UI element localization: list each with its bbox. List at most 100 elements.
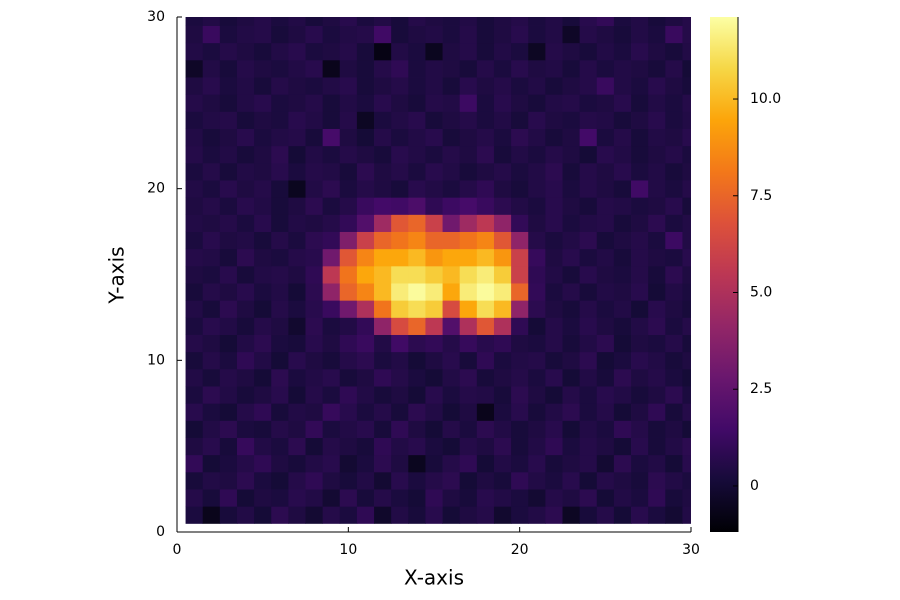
heatmap-cell — [219, 368, 238, 387]
heatmap-cell — [425, 265, 443, 284]
heatmap-cell — [493, 94, 512, 112]
heatmap-cell — [545, 128, 563, 147]
heatmap-cell — [271, 437, 289, 456]
heatmap-cell — [408, 506, 426, 524]
heatmap-cell — [579, 368, 598, 387]
x-tick-label: 20 — [511, 542, 529, 558]
heatmap-cell — [545, 471, 563, 490]
heatmap-cell — [271, 214, 289, 232]
heatmap-cell — [493, 77, 512, 95]
heatmap-cell — [442, 265, 461, 284]
heatmap-cell — [596, 300, 615, 318]
heatmap-cell — [493, 351, 512, 370]
heatmap-cell — [493, 197, 512, 215]
heatmap-cell — [236, 420, 255, 438]
heatmap-cell — [391, 42, 409, 61]
heatmap-cell — [374, 59, 392, 78]
heatmap-cell — [631, 25, 649, 44]
heatmap-cell — [339, 368, 358, 387]
heatmap-cell — [459, 77, 478, 95]
heatmap-cell — [425, 128, 443, 147]
heatmap-cell — [665, 180, 683, 198]
heatmap-cell — [374, 25, 392, 44]
heatmap-cell — [202, 214, 221, 232]
heatmap-cell — [562, 42, 581, 61]
heatmap-cell — [202, 17, 221, 26]
heatmap-cell — [648, 128, 666, 147]
heatmap-cell — [288, 368, 306, 387]
heatmap-cell — [425, 42, 443, 61]
heatmap-cell — [596, 317, 615, 335]
heatmap-cell — [682, 248, 691, 267]
heatmap-cell — [596, 368, 615, 387]
heatmap-cell — [596, 145, 615, 164]
heatmap-cell — [202, 317, 221, 335]
heatmap-cell — [322, 17, 341, 26]
heatmap-cell — [511, 471, 529, 490]
heatmap-cell — [339, 506, 358, 524]
heatmap-cell — [682, 403, 691, 421]
heatmap-cell — [425, 437, 443, 456]
heatmap-cell — [545, 231, 563, 250]
heatmap-cell — [288, 420, 306, 438]
heatmap-cell — [613, 471, 632, 490]
heatmap-cell — [665, 25, 683, 44]
heatmap-cell — [562, 300, 581, 318]
heatmap-cell — [202, 111, 221, 129]
heatmap-cell — [528, 59, 546, 78]
heatmap-cell — [356, 386, 375, 404]
heatmap-cell — [665, 317, 683, 335]
heatmap-cell — [322, 59, 341, 78]
heatmap-cell — [476, 386, 495, 404]
heatmap-cell — [356, 180, 375, 198]
heatmap-cell — [219, 489, 238, 507]
heatmap-cell — [356, 437, 375, 456]
heatmap-cell — [391, 283, 409, 301]
heatmap-cell — [236, 25, 255, 44]
heatmap-cell — [545, 351, 563, 370]
heatmap-cell — [459, 334, 478, 353]
heatmap-cell — [476, 111, 495, 129]
heatmap-cell — [493, 42, 512, 61]
heatmap-cell — [305, 368, 324, 387]
heatmap-cell — [459, 94, 478, 112]
heatmap-cell — [288, 25, 306, 44]
heatmap-cell — [562, 59, 581, 78]
colorbar-tick-label: 0 — [750, 478, 759, 494]
heatmap-cell — [459, 111, 478, 129]
heatmap-cell — [682, 180, 691, 198]
heatmap-cell — [682, 25, 691, 44]
heatmap-cell — [185, 489, 204, 507]
heatmap-cell — [305, 162, 324, 181]
heatmap-cell — [408, 59, 426, 78]
heatmap-cell — [579, 197, 598, 215]
heatmap-cell — [459, 248, 478, 267]
heatmap-cell — [202, 368, 221, 387]
heatmap-cell — [288, 317, 306, 335]
heatmap-cell — [185, 437, 204, 456]
heatmap-cell — [374, 420, 392, 438]
heatmap-cell — [425, 94, 443, 112]
heatmap-cell — [528, 25, 546, 44]
heatmap-cell — [648, 386, 666, 404]
x-tick-label: 0 — [173, 542, 182, 558]
heatmap-cell — [682, 59, 691, 78]
heatmap-cell — [511, 386, 529, 404]
heatmap-cell — [322, 180, 341, 198]
heatmap-cell — [648, 300, 666, 318]
heatmap-cell — [339, 128, 358, 147]
heatmap-cell — [374, 231, 392, 250]
heatmap-cell — [305, 386, 324, 404]
heatmap-cell — [305, 111, 324, 129]
heatmap-cell — [459, 471, 478, 490]
heatmap-cell — [254, 77, 272, 95]
heatmap-cell — [425, 300, 443, 318]
heatmap-cell — [579, 162, 598, 181]
heatmap-cell — [356, 248, 375, 267]
heatmap-cell — [202, 351, 221, 370]
heatmap-cell — [545, 197, 563, 215]
heatmap-cell — [288, 351, 306, 370]
heatmap-cell — [408, 437, 426, 456]
heatmap-cell — [631, 403, 649, 421]
heatmap-cell — [219, 471, 238, 490]
